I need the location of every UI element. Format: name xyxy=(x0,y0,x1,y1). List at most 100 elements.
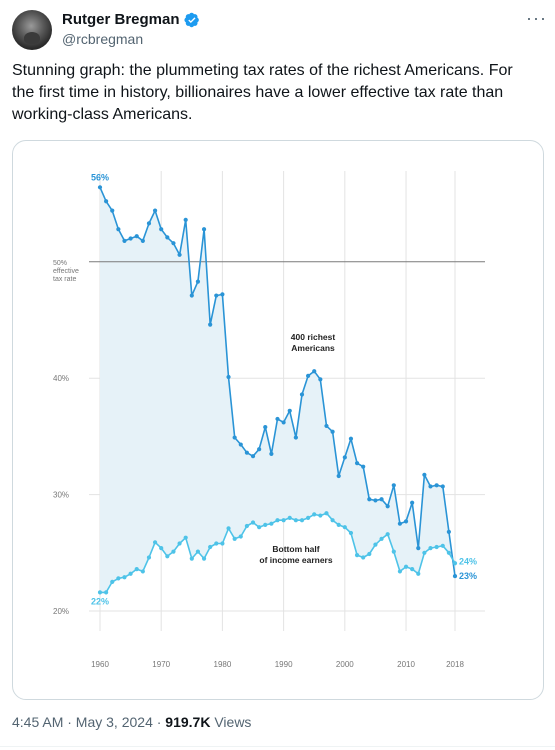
x-tick-label: 2000 xyxy=(336,660,354,669)
x-tick-label: 1980 xyxy=(214,660,232,669)
bottom-half-point xyxy=(152,540,158,545)
richest-400-point xyxy=(257,447,262,452)
richest-400-point xyxy=(110,208,115,213)
richest-400-point xyxy=(287,408,292,413)
more-options-icon[interactable]: ··· xyxy=(526,8,547,28)
richest-400-point xyxy=(244,450,249,455)
bottom-half-point xyxy=(189,556,194,561)
richest-400-point xyxy=(134,234,139,239)
bottom-half-point xyxy=(397,569,403,574)
richest-400-point xyxy=(226,374,231,380)
verified-badge-icon xyxy=(183,12,199,27)
bottom-half-point xyxy=(263,522,268,527)
bottom-half-point xyxy=(171,549,176,554)
bottom-half-point xyxy=(165,554,170,559)
bottom-half-point xyxy=(214,541,219,546)
bottom-half-point xyxy=(159,546,164,551)
bottom-half-point xyxy=(416,571,421,576)
richest-400-point xyxy=(263,424,268,430)
y-tick-label: 20% xyxy=(53,607,69,616)
bottom-half-point xyxy=(354,553,360,558)
richest-400-point xyxy=(324,423,329,429)
richest-series-label: Americans xyxy=(291,343,335,353)
bottom-half-point xyxy=(385,532,390,537)
richest-400-point xyxy=(232,435,237,440)
bottom-series-label: of income earners xyxy=(259,555,332,565)
divider xyxy=(0,746,555,747)
richest-400-point xyxy=(446,529,451,534)
x-tick-label: 1970 xyxy=(152,660,170,669)
richest-400-point xyxy=(440,484,445,489)
bottom-half-point xyxy=(410,566,415,572)
author-handle[interactable]: @rcbregman xyxy=(62,31,144,47)
richest-400-point xyxy=(220,292,225,297)
bottom-half-point xyxy=(244,523,249,529)
bottom-half-point xyxy=(257,525,262,530)
bottom-half-point xyxy=(116,576,121,581)
richest-400-point xyxy=(275,416,280,422)
tax-rate-chart: 1960 1970 1980 1990 2000 2010 2018 20% 30% 40% 50%… xyxy=(53,171,485,669)
bottom-half-point xyxy=(238,534,243,539)
avatar[interactable] xyxy=(12,10,52,50)
richest-400-point xyxy=(348,436,354,441)
richest-400-point xyxy=(195,279,201,284)
richest-end-label: 23% xyxy=(459,571,477,581)
richest-400-point xyxy=(159,227,164,232)
richest-400-point xyxy=(116,227,121,232)
richest-400-point xyxy=(146,221,152,226)
richest-400-point xyxy=(171,241,176,246)
bottom-half-point xyxy=(275,518,280,523)
views-count: 919.7K xyxy=(165,714,211,730)
tweet-meta: 4:45 AM · May 3, 2024 · 919.7K Views xyxy=(12,714,251,730)
richest-400-point xyxy=(122,238,127,243)
bottom-half-point xyxy=(97,590,103,595)
x-tick-label: 2010 xyxy=(397,660,415,669)
bottom-half-point xyxy=(452,561,458,566)
richest-400-point xyxy=(434,483,439,488)
reference-line-label: tax rate xyxy=(53,276,76,283)
richest-400-point xyxy=(312,369,317,374)
bottom-half-point xyxy=(403,564,409,569)
bottom-half-point xyxy=(140,569,145,574)
richest-400-point xyxy=(330,429,335,434)
bottom-half-point xyxy=(195,549,201,554)
bottom-half-point xyxy=(422,550,427,555)
richest-400-point xyxy=(373,498,378,503)
richest-400-point xyxy=(318,377,323,382)
bottom-series-label: Bottom half xyxy=(272,544,319,554)
chart-labels: 1960 1970 1980 1990 2000 2010 2018 20% 30% 40% 50%… xyxy=(53,172,477,669)
richest-400-point xyxy=(354,461,360,466)
bottom-half-point xyxy=(434,544,439,550)
series-lines xyxy=(97,185,458,595)
bottom-half-point xyxy=(318,513,323,518)
chart-image[interactable]: 1960 1970 1980 1990 2000 2010 2018 20% 30% 40% 50%… xyxy=(12,140,544,700)
bottom-half-point xyxy=(348,530,354,536)
bottom-half-point xyxy=(287,515,292,520)
richest-400-point xyxy=(342,455,347,460)
richest-400-point xyxy=(269,451,274,456)
bottom-half-point xyxy=(226,526,231,531)
bottom-half-point xyxy=(342,525,347,530)
richest-400-point xyxy=(397,521,403,526)
richest-400-point xyxy=(189,293,194,298)
richest-400-point xyxy=(361,464,366,469)
timestamp[interactable]: 4:45 AM · May 3, 2024 · xyxy=(12,714,166,730)
richest-400-point xyxy=(104,199,109,204)
richest-400-point xyxy=(299,392,305,397)
richest-400-point xyxy=(250,454,256,459)
bottom-half-point xyxy=(299,518,305,523)
bottom-half-point xyxy=(446,550,451,555)
richest-400-point xyxy=(403,519,409,524)
richest-400-point xyxy=(336,473,341,479)
bottom-half-point xyxy=(336,522,341,527)
gap-fill-area xyxy=(100,187,455,593)
richest-400-point xyxy=(379,497,384,502)
x-tick-label: 1990 xyxy=(275,660,293,669)
bottom-half-point xyxy=(373,542,378,547)
richest-400-point xyxy=(385,504,390,509)
bottom-half-point xyxy=(361,555,366,560)
bottom-half-point xyxy=(293,518,298,523)
richest-400-point xyxy=(201,227,207,232)
author-name[interactable]: Rutger Bregman xyxy=(62,11,180,28)
bottom-half-point xyxy=(440,543,445,548)
